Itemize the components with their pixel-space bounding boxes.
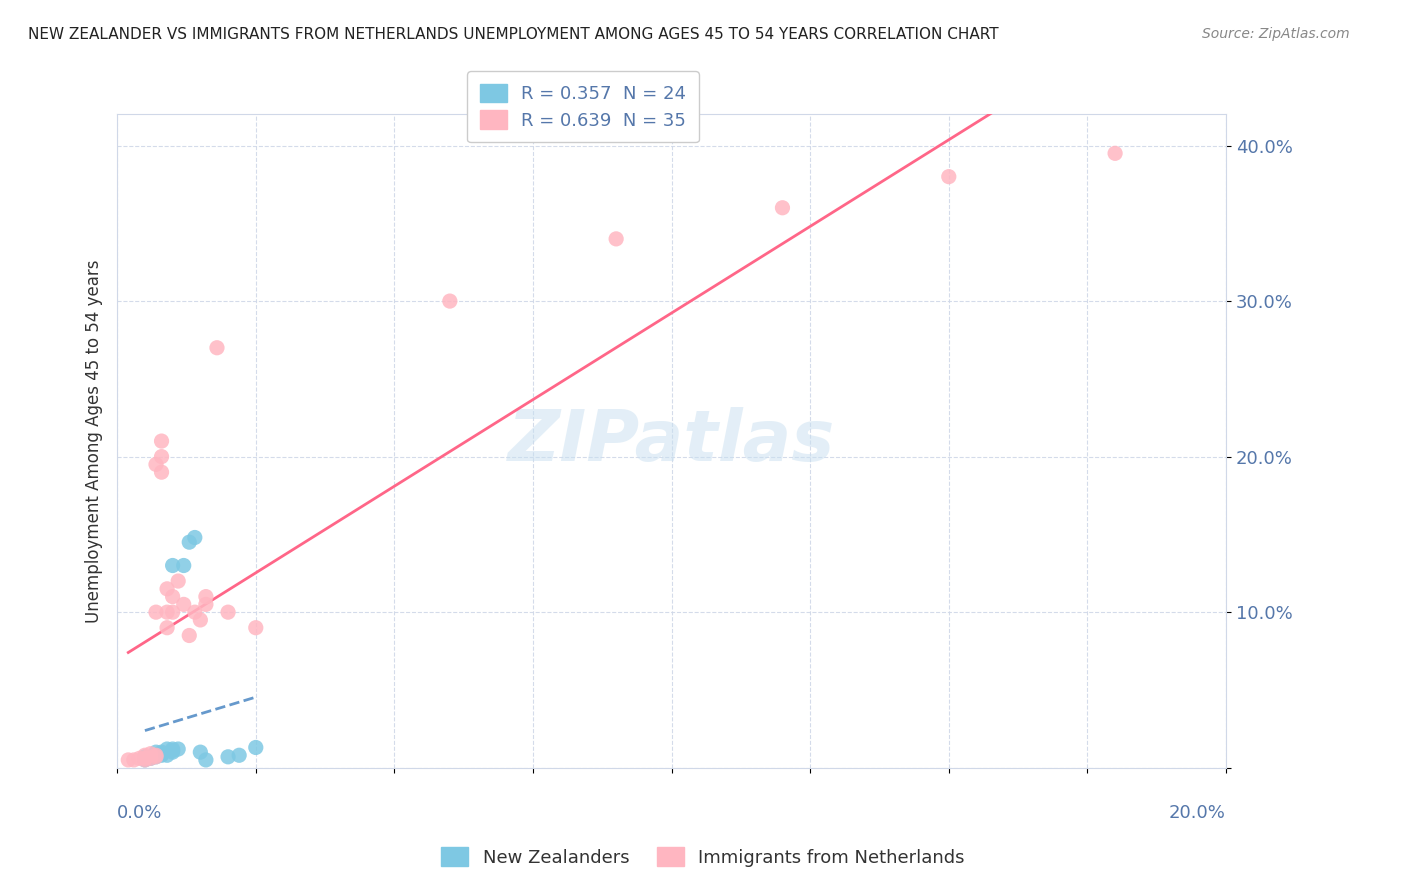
Point: [217, 605, 239, 619]
Point: [156, 742, 179, 756]
Point: [150, 747, 173, 761]
Point: [245, 621, 267, 635]
Point: [145, 458, 167, 472]
Point: [145, 605, 167, 619]
Point: [772, 201, 794, 215]
Point: [1104, 146, 1126, 161]
Point: [194, 590, 217, 604]
Point: [245, 740, 267, 755]
Point: [228, 748, 250, 763]
Point: [134, 749, 156, 764]
Point: [128, 751, 150, 765]
Point: [439, 294, 461, 309]
Point: [150, 748, 173, 763]
Point: [134, 748, 156, 763]
Point: [150, 465, 173, 479]
Point: [134, 753, 156, 767]
Point: [188, 613, 211, 627]
Point: [188, 745, 211, 759]
Point: [145, 748, 167, 763]
Point: [605, 232, 627, 246]
Point: [145, 749, 167, 764]
Point: [117, 753, 139, 767]
Point: [122, 753, 145, 767]
Point: [938, 169, 960, 184]
Legend: New Zealanders, Immigrants from Netherlands: New Zealanders, Immigrants from Netherla…: [434, 840, 972, 874]
Point: [134, 751, 156, 765]
Point: [167, 574, 190, 588]
Point: [205, 341, 228, 355]
Point: [145, 749, 167, 764]
Text: Source: ZipAtlas.com: Source: ZipAtlas.com: [1202, 27, 1350, 41]
Point: [179, 628, 201, 642]
Point: [150, 434, 173, 448]
Point: [217, 749, 239, 764]
Point: [173, 598, 195, 612]
Point: [162, 558, 184, 573]
Point: [156, 582, 179, 596]
Point: [162, 742, 184, 756]
Point: [179, 535, 201, 549]
Point: [162, 745, 184, 759]
Point: [184, 531, 207, 545]
Point: [156, 605, 179, 619]
Point: [194, 753, 217, 767]
Point: [145, 748, 167, 763]
Text: NEW ZEALANDER VS IMMIGRANTS FROM NETHERLANDS UNEMPLOYMENT AMONG AGES 45 TO 54 YE: NEW ZEALANDER VS IMMIGRANTS FROM NETHERL…: [28, 27, 998, 42]
Text: 0.0%: 0.0%: [117, 804, 163, 822]
Point: [139, 751, 162, 765]
Point: [162, 590, 184, 604]
Point: [194, 598, 217, 612]
Point: [156, 748, 179, 763]
Point: [139, 747, 162, 761]
Text: 20.0%: 20.0%: [1170, 804, 1226, 822]
Point: [139, 751, 162, 765]
Point: [150, 450, 173, 464]
Point: [184, 605, 207, 619]
Point: [150, 745, 173, 759]
Text: ZIPatlas: ZIPatlas: [508, 407, 835, 475]
Legend: R = 0.357  N = 24, R = 0.639  N = 35: R = 0.357 N = 24, R = 0.639 N = 35: [467, 71, 699, 143]
Point: [134, 753, 156, 767]
Point: [162, 743, 184, 757]
Point: [156, 621, 179, 635]
Point: [173, 558, 195, 573]
Point: [145, 745, 167, 759]
Point: [162, 605, 184, 619]
Point: [167, 742, 190, 756]
Y-axis label: Unemployment Among Ages 45 to 54 years: Unemployment Among Ages 45 to 54 years: [86, 260, 103, 623]
